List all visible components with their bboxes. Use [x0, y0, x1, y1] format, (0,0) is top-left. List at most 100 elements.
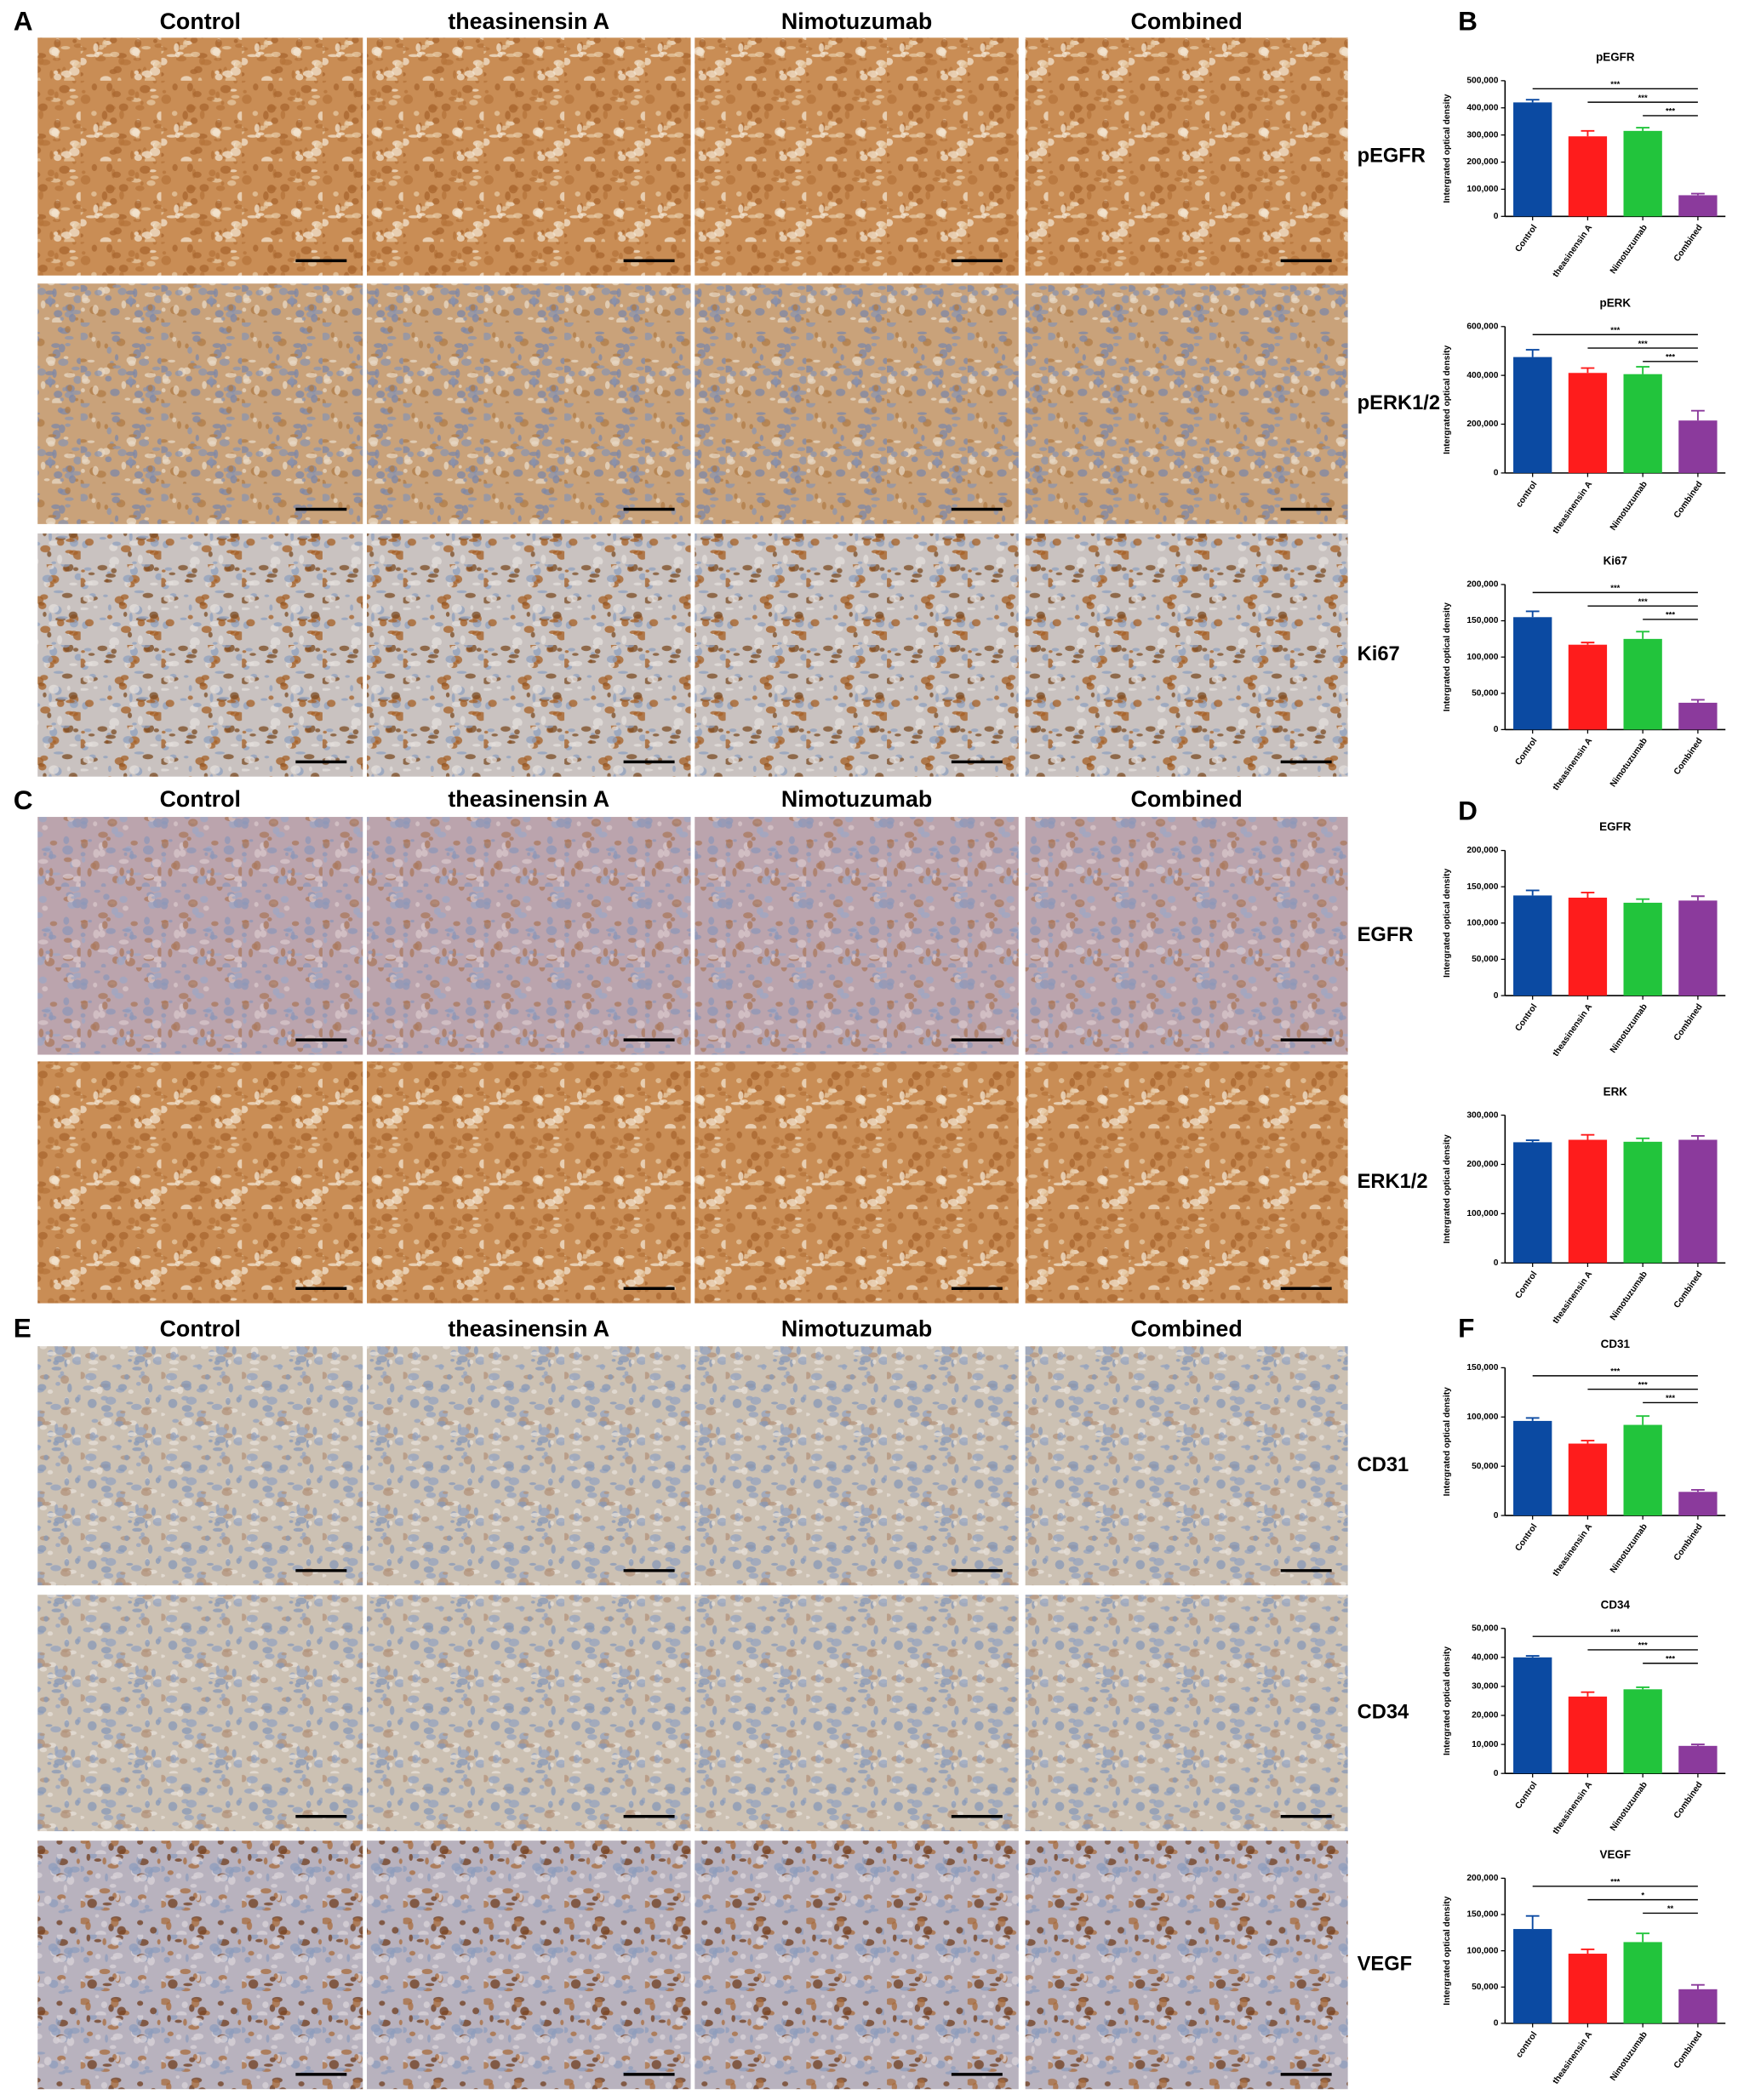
micrograph: [695, 1595, 1019, 1832]
micrograph: [37, 283, 363, 524]
column-header: Combined: [1131, 786, 1243, 812]
error-bar: [1525, 99, 1540, 103]
x-tick-label: Nimotuzumab: [1609, 1270, 1649, 1322]
error-bar: [1525, 610, 1540, 618]
bar: [1513, 617, 1552, 730]
significance-label: ***: [1638, 597, 1648, 607]
error-bar: [1636, 127, 1650, 131]
micrograph: [695, 817, 1019, 1055]
y-tick-label: 400,000: [1466, 371, 1498, 380]
panel-letter: C: [14, 785, 33, 815]
column-header: Nimotuzumab: [781, 786, 932, 812]
row-label: CD31: [1358, 1454, 1409, 1476]
y-tick-label: 0: [1494, 469, 1499, 478]
x-tick-label: theasinensin A: [1552, 479, 1595, 535]
micrograph: [37, 1840, 363, 2090]
micrograph: [367, 1840, 691, 2090]
micrograph: [1025, 37, 1348, 276]
column-header: theasinensin A: [448, 786, 609, 812]
panel-letter: A: [14, 5, 33, 36]
x-tick-label: Nimotuzumab: [1609, 480, 1649, 533]
x-tick-label: control: [1515, 480, 1540, 510]
column-header: Nimotuzumab: [781, 1315, 932, 1341]
bar: [1678, 1989, 1718, 2023]
x-tick-label: Combined: [1672, 1522, 1705, 1562]
x-tick-label: Combined: [1672, 1270, 1705, 1310]
panel-letter: B: [1458, 5, 1478, 36]
error-bar: [1636, 366, 1650, 374]
micrograph: [695, 533, 1019, 777]
y-tick-label: 50,000: [1472, 689, 1499, 699]
micrograph: [367, 37, 691, 276]
error-bar: [1525, 1417, 1540, 1421]
y-axis-label: Intergrated optical density: [1443, 1896, 1452, 2005]
chart-title: ERK: [1604, 1085, 1628, 1098]
micrograph: [37, 817, 363, 1055]
x-tick-label: Control: [1514, 1270, 1540, 1300]
bar: [1623, 1141, 1662, 1264]
error-bar: [1525, 1655, 1540, 1658]
column-header: Combined: [1131, 1315, 1243, 1341]
x-tick-label: Nimotuzumab: [1609, 736, 1649, 789]
y-tick-label: 200,000: [1466, 1160, 1498, 1169]
x-tick-label: control: [1515, 2030, 1540, 2060]
bar: [1568, 136, 1608, 217]
micrograph: [1025, 1061, 1348, 1304]
error-bar: [1636, 631, 1650, 639]
micrograph: [367, 533, 691, 777]
significance-label: ***: [1610, 80, 1620, 89]
significance-label: ***: [1638, 340, 1648, 349]
column-header: theasinensin A: [448, 1315, 609, 1341]
bar: [1513, 1929, 1552, 2023]
y-tick-label: 150,000: [1466, 1910, 1498, 1920]
micrograph: [695, 37, 1019, 276]
y-tick-label: 30,000: [1472, 1682, 1499, 1692]
bar: [1623, 130, 1662, 217]
column-header: Nimotuzumab: [781, 9, 932, 34]
error-bar: [1691, 1983, 1705, 1989]
x-tick-label: theasinensin A: [1552, 1002, 1595, 1059]
y-tick-label: 300,000: [1466, 130, 1498, 140]
column-header: theasinensin A: [448, 9, 609, 34]
row-label: EGFR: [1358, 924, 1414, 946]
y-tick-label: 50,000: [1472, 955, 1499, 964]
x-tick-label: theasinensin A: [1552, 736, 1595, 792]
bar: [1678, 702, 1718, 730]
y-tick-label: 40,000: [1472, 1653, 1499, 1663]
error-bar: [1691, 699, 1705, 703]
bar: [1513, 895, 1552, 996]
micrograph: [37, 37, 363, 276]
y-tick-label: 0: [1494, 725, 1499, 734]
y-tick-label: 150,000: [1466, 882, 1498, 892]
row-label: pEGFR: [1358, 145, 1426, 167]
x-tick-label: Combined: [1672, 736, 1705, 776]
y-tick-label: 10,000: [1472, 1740, 1499, 1749]
y-axis-label: Intergrated optical density: [1443, 345, 1452, 454]
x-tick-label: Combined: [1672, 1002, 1705, 1042]
bar: [1568, 373, 1608, 473]
y-tick-label: 200,000: [1466, 1874, 1498, 1883]
y-tick-label: 0: [1494, 1258, 1499, 1268]
significance-label: ***: [1666, 353, 1675, 362]
y-tick-label: 200,000: [1466, 419, 1498, 429]
bar: [1623, 902, 1662, 996]
bar: [1513, 1657, 1552, 1774]
y-tick-label: 100,000: [1466, 919, 1498, 928]
significance-label: ***: [1610, 584, 1620, 593]
bar: [1678, 900, 1718, 996]
significance-label: *: [1641, 1891, 1644, 1900]
micrograph: [695, 1840, 1019, 2090]
y-axis-label: Intergrated optical density: [1443, 602, 1452, 711]
x-tick-label: Nimotuzumab: [1609, 1002, 1649, 1055]
chart-title: Ki67: [1604, 555, 1627, 568]
row-label: Ki67: [1358, 643, 1400, 665]
x-tick-label: Nimotuzumab: [1609, 223, 1649, 276]
x-tick-label: Control: [1514, 736, 1540, 767]
y-tick-label: 100,000: [1466, 653, 1498, 662]
bar: [1568, 897, 1608, 996]
micrograph: [1025, 1346, 1348, 1586]
significance-label: ***: [1610, 1367, 1620, 1377]
y-tick-label: 400,000: [1466, 103, 1498, 112]
bar: [1568, 1443, 1608, 1516]
